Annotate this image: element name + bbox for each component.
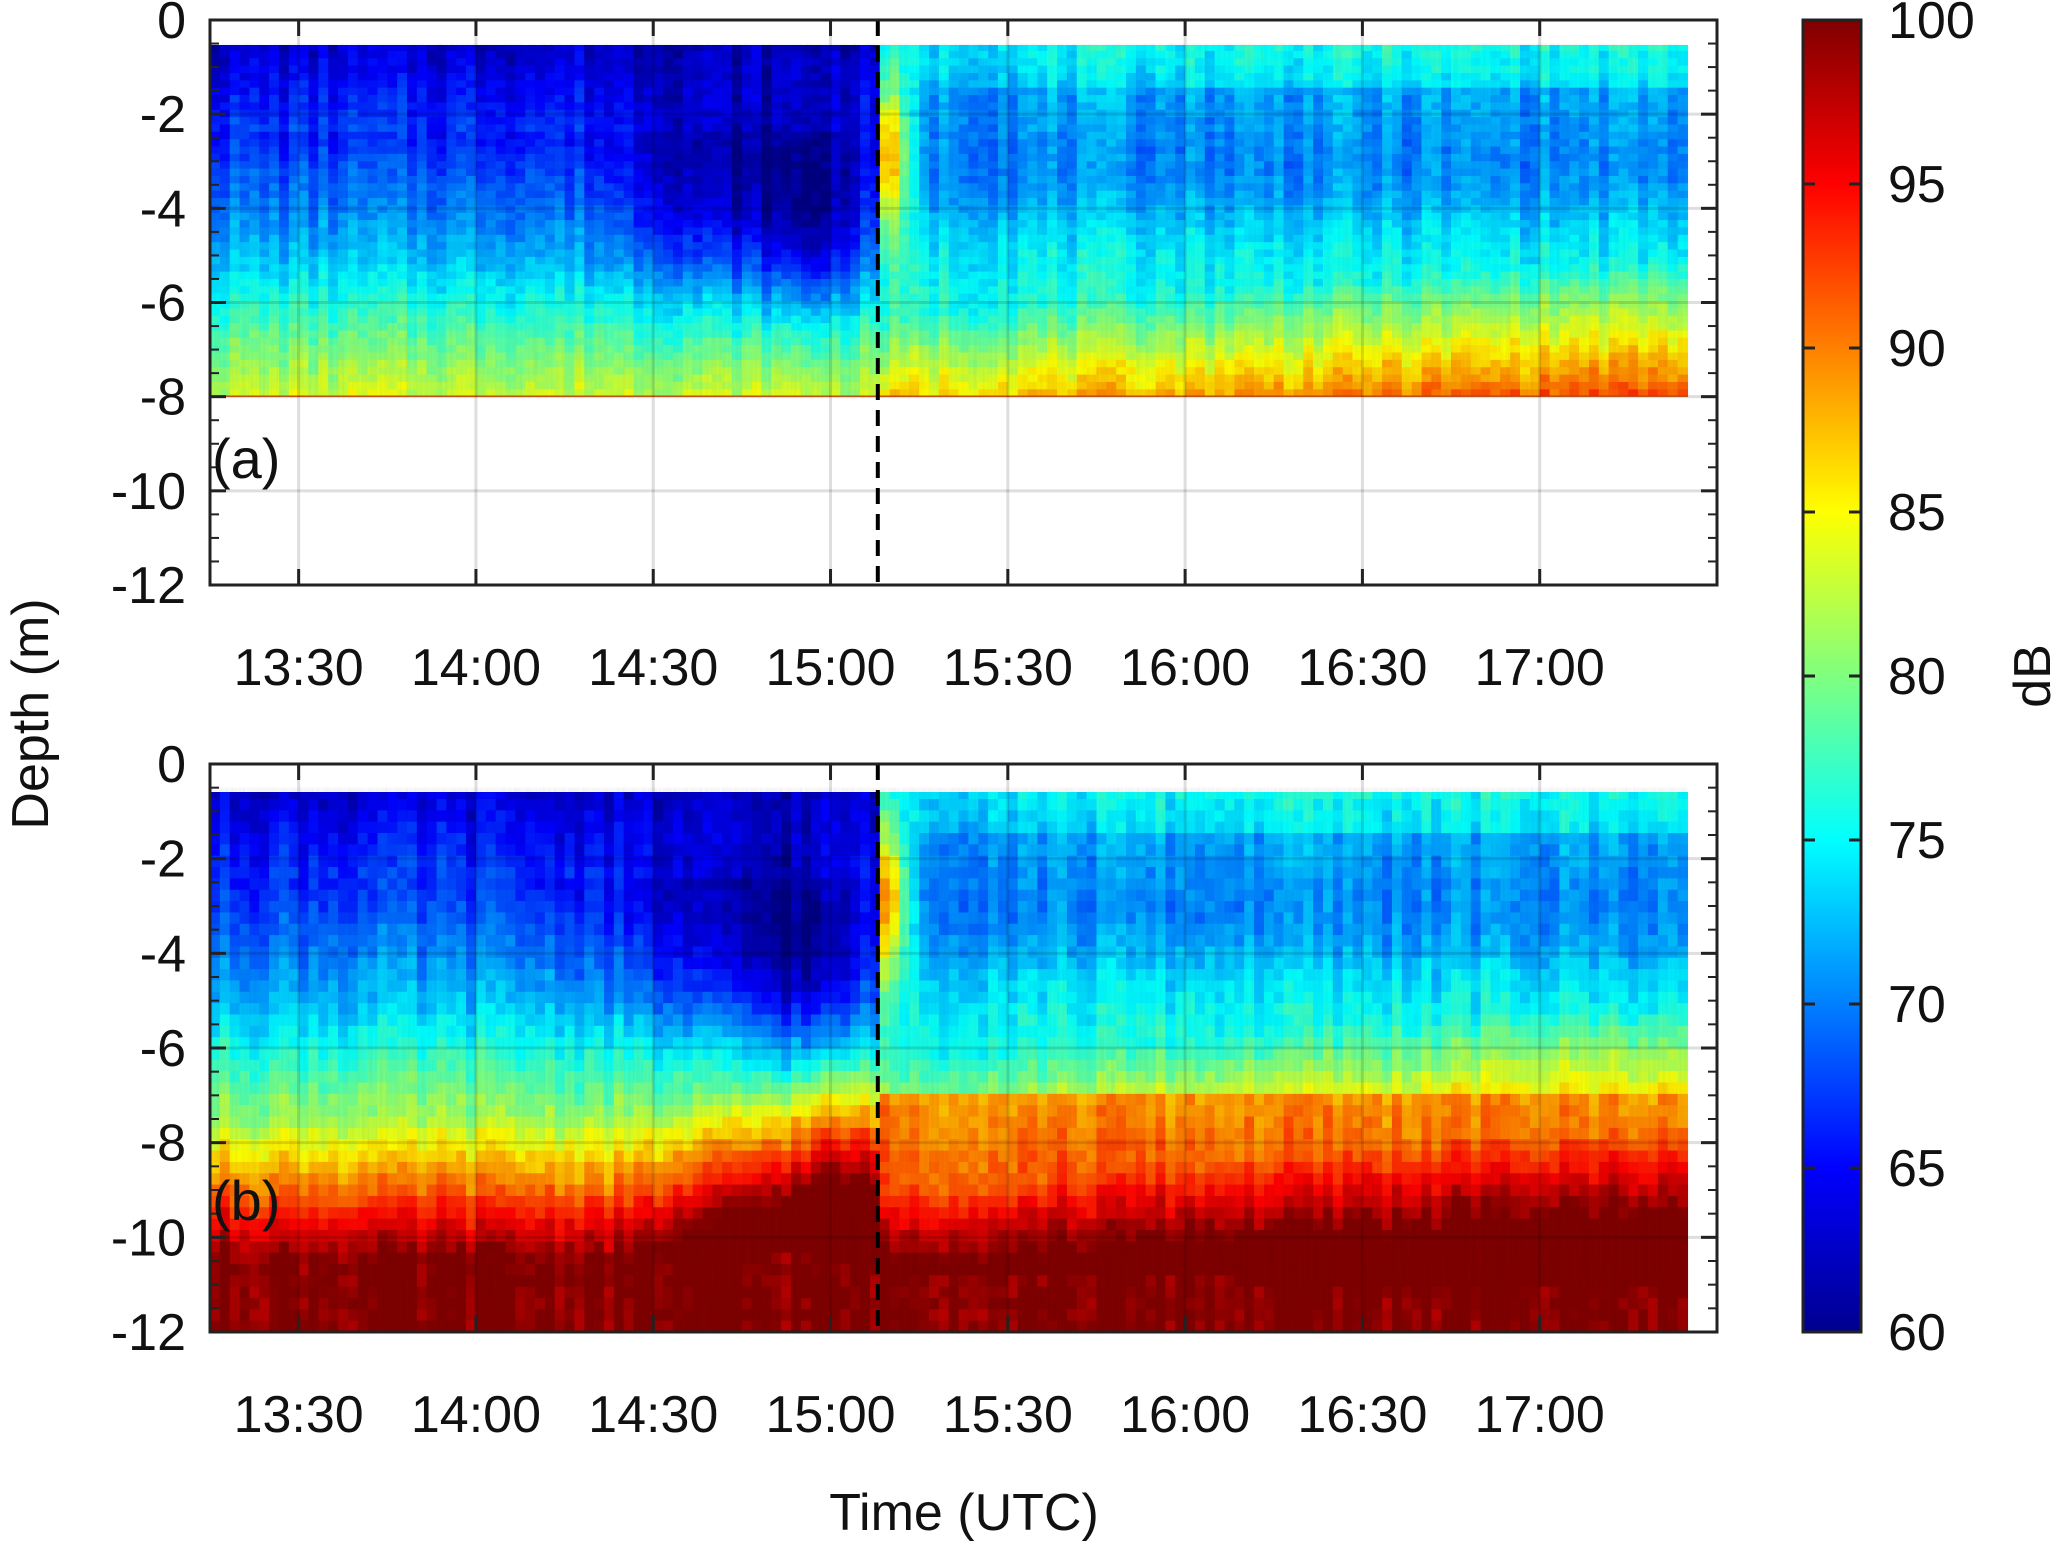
panel-a: 0-2-4-6-8-10-1213:30 14:00 14:30 15:00 15:30… — [111, 0, 1719, 697]
